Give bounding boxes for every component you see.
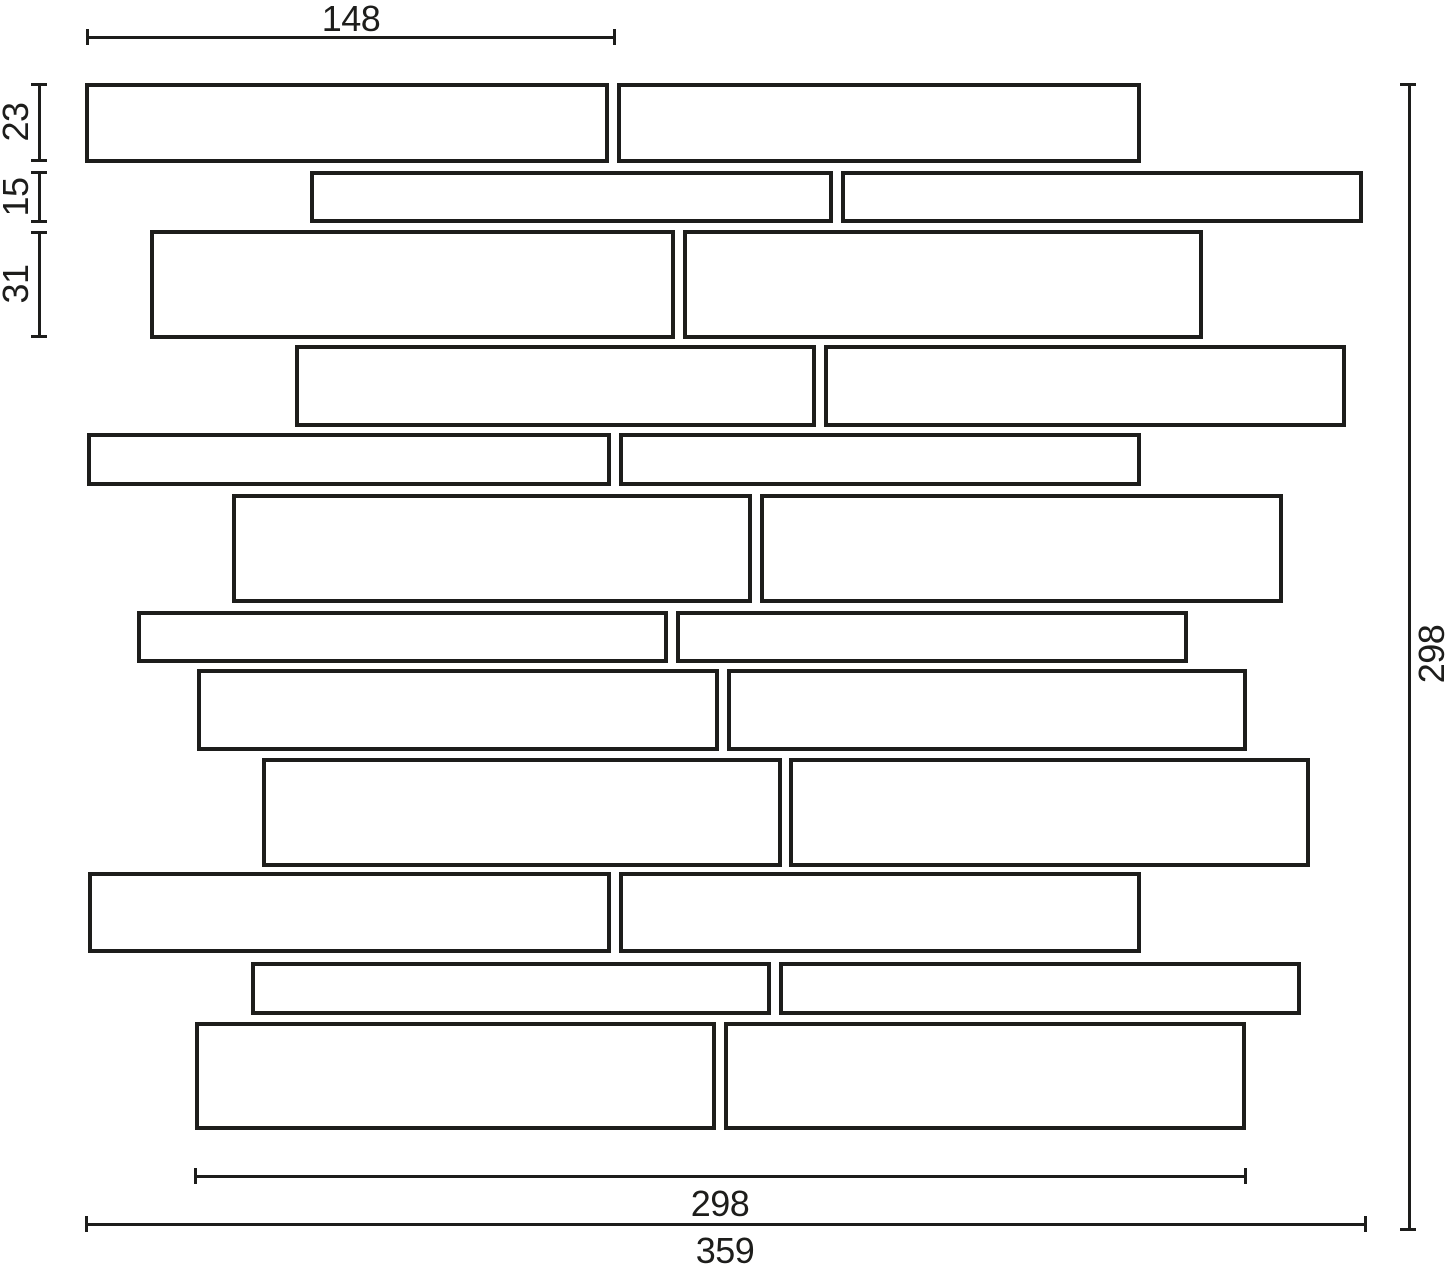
dim-end-tick <box>31 335 47 338</box>
dim-end-tick <box>31 159 47 162</box>
dim-row-height-15-label: 15 <box>0 177 36 217</box>
tile <box>88 872 611 953</box>
dim-sheet-width-inner-label: 298 <box>690 1183 750 1224</box>
dim-end-tick <box>1364 1216 1367 1232</box>
dim-row-height-31-label: 31 <box>0 264 36 304</box>
dim-end-tick <box>613 29 616 45</box>
tile <box>676 611 1188 663</box>
tile <box>232 494 752 603</box>
dim-end-tick <box>194 1168 197 1184</box>
dim-sheet-width-overall-line <box>86 1223 1366 1226</box>
dim-sheet-height-label: 298 <box>1411 624 1450 684</box>
tile <box>824 345 1346 427</box>
dim-sheet-width-inner-line <box>195 1175 1246 1178</box>
dim-end-tick <box>31 220 47 223</box>
tile <box>137 611 668 663</box>
tile <box>619 872 1141 953</box>
tile <box>85 83 609 163</box>
tile <box>251 962 771 1015</box>
dim-end-tick <box>31 83 47 86</box>
tile <box>295 345 816 427</box>
dim-end-tick <box>85 1216 88 1232</box>
dim-end-tick <box>31 171 47 174</box>
tile <box>310 171 833 223</box>
tile <box>262 758 782 867</box>
tile <box>87 433 611 486</box>
dim-end-tick <box>1244 1168 1247 1184</box>
tile <box>724 1022 1246 1130</box>
dim-sheet-width-overall-label: 359 <box>695 1230 755 1266</box>
dim-end-tick <box>1400 1228 1416 1231</box>
tile <box>617 83 1141 163</box>
dim-row-height-15-line <box>38 172 41 222</box>
dim-tile-length-label: 148 <box>321 0 381 39</box>
dim-sheet-height-line <box>1408 84 1411 1230</box>
tile <box>150 230 675 339</box>
tile <box>195 1022 716 1130</box>
dim-row-height-23-label: 23 <box>0 102 36 142</box>
tile <box>760 494 1283 603</box>
dim-row-height-31-line <box>38 232 41 337</box>
dim-end-tick <box>1400 83 1416 86</box>
dim-row-height-23-line <box>38 84 41 161</box>
dim-end-tick <box>31 231 47 234</box>
tile <box>619 433 1141 486</box>
tile <box>727 669 1247 751</box>
tile <box>789 758 1310 867</box>
tile <box>197 669 719 751</box>
dim-tile-length-line <box>87 36 615 39</box>
tile <box>683 230 1203 339</box>
tile <box>779 962 1301 1015</box>
tile <box>841 171 1363 223</box>
dim-end-tick <box>86 29 89 45</box>
